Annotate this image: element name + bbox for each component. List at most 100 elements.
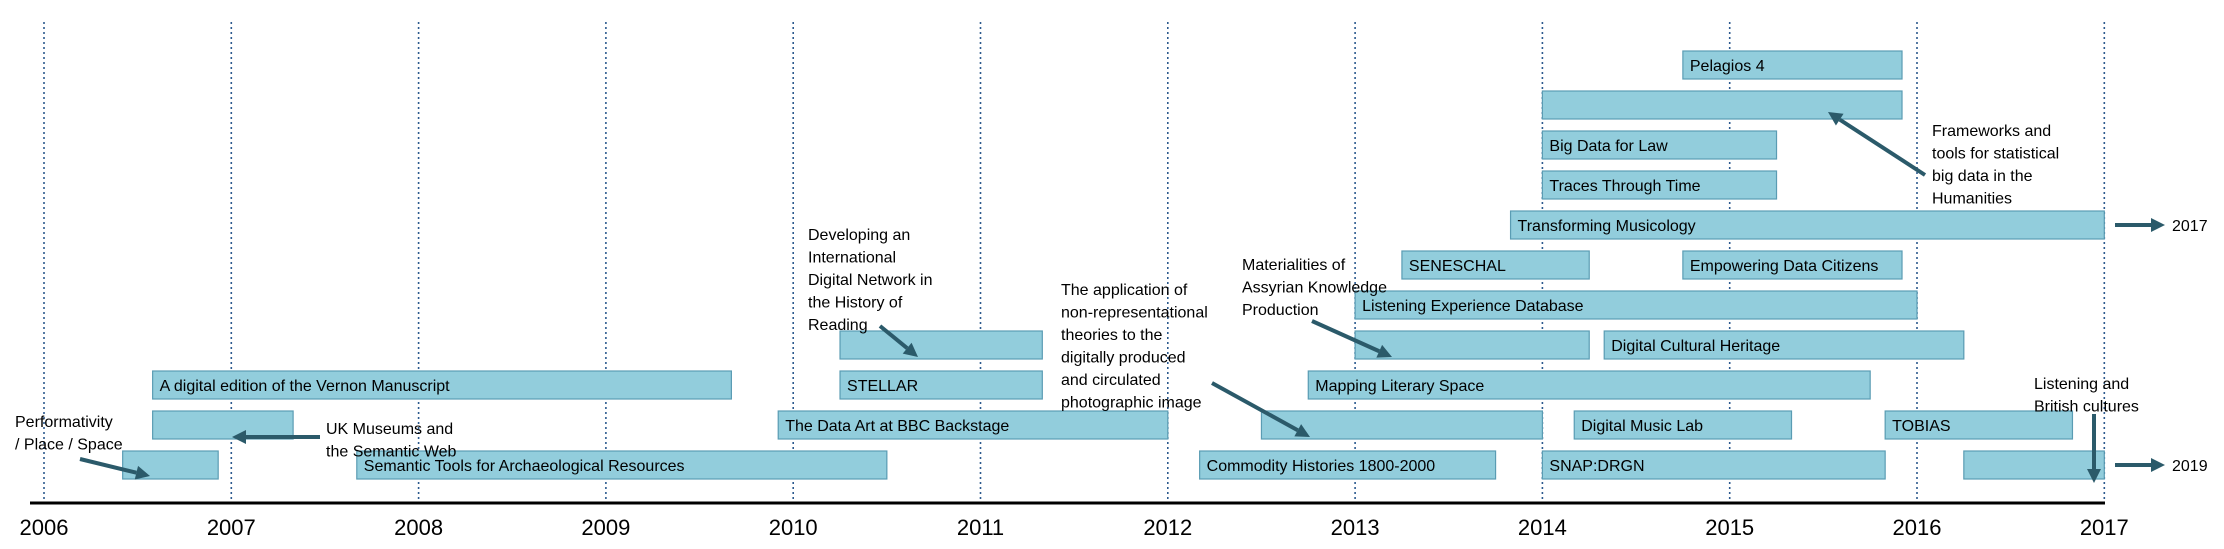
x-tick-label: 2015 <box>1705 515 1754 540</box>
annotation: Developing an International Digital Networ… <box>808 227 932 334</box>
project-bar-label: SENESCHAL <box>1409 258 1506 275</box>
x-tick-label: 2016 <box>1893 515 1942 540</box>
project-bar <box>152 370 732 400</box>
annotation-line: digitally produced <box>1061 350 1186 367</box>
x-tick-label: 2012 <box>1143 515 1192 540</box>
project-bar-label: Commodity Histories 1800-2000 <box>1207 458 1436 475</box>
project-bar <box>1541 450 1886 480</box>
annotation-line: the Semantic Web <box>326 444 457 461</box>
continuation-label: 2017 <box>2172 218 2208 235</box>
project-bar <box>1307 370 1871 400</box>
project-bar-label: Semantic Tools for Archaeological Resour… <box>364 458 685 475</box>
project-bar-label: A digital edition of the Vernon Manuscri… <box>160 378 451 395</box>
x-tick-label: 2017 <box>2080 515 2129 540</box>
annotation: Listening and British cultures <box>2034 376 2139 416</box>
project-bar <box>839 330 1043 360</box>
annotation-arrows <box>79 112 2101 483</box>
annotation-line: photographic image <box>1061 395 1202 412</box>
project-bar-label: TOBIAS <box>1892 418 1950 435</box>
project-bar-label: The Data Art at BBC Backstage <box>785 418 1009 435</box>
project-bar-label: Mapping Literary Space <box>1315 378 1484 395</box>
project-bar <box>839 370 1043 400</box>
project-bar <box>1354 330 1590 360</box>
annotation-line: Developing an <box>808 227 910 244</box>
project-bar-label: STELLAR <box>847 378 918 395</box>
x-tick-label: 2007 <box>207 515 256 540</box>
annotation-line: Humanities <box>1932 191 2012 208</box>
annotation-line: Reading <box>808 317 868 334</box>
annotation-arrow <box>2087 414 2101 483</box>
x-tick-label: 2006 <box>20 515 69 540</box>
project-bar <box>1401 250 1590 280</box>
project-bar <box>1541 130 1778 160</box>
annotation: Frameworks and tools for statistical big d… <box>1932 123 2059 208</box>
x-tick-label: 2011 <box>957 515 1004 540</box>
project-bar-label: Transforming Musicology <box>1518 218 1696 235</box>
project-bar <box>1603 330 1965 360</box>
project-bar-label: SNAP:DRGN <box>1549 458 1644 475</box>
x-tick-label: 2008 <box>394 515 443 540</box>
annotation-line: / Place / Space <box>15 437 123 454</box>
project-bar <box>152 410 294 440</box>
annotation-line: Production <box>1242 302 1319 319</box>
annotation-line: theories to the <box>1061 327 1163 344</box>
continuation-arrows: 2019 2017 <box>2115 218 2208 475</box>
project-bar <box>1541 170 1778 200</box>
x-tick-label: 2013 <box>1331 515 1380 540</box>
x-tick-label: 2009 <box>581 515 630 540</box>
continuation-arrow <box>2115 218 2165 232</box>
x-tick-label: 2014 <box>1518 515 1567 540</box>
project-bars: Semantic Tools for Archaeological Resour… <box>122 50 2105 480</box>
annotation-line: Materialities of <box>1242 257 1346 274</box>
annotation-arrow <box>878 324 918 357</box>
project-bar <box>777 410 1169 440</box>
project-bar <box>1509 210 2105 240</box>
x-tick-labels: 2006 2007 2008 2009 2010 2011 2012 2013 2014 2015… <box>20 515 2129 540</box>
annotation-line: non-representational <box>1061 305 1208 322</box>
annotation-line: big data in the <box>1932 168 2033 185</box>
project-bar <box>1354 290 1918 320</box>
annotation-line: Performativity <box>15 414 113 431</box>
project-bar <box>1541 90 1903 120</box>
project-bar-label: Digital Cultural Heritage <box>1611 338 1780 355</box>
annotation-line: International <box>808 250 896 267</box>
continuation-label: 2019 <box>2172 458 2208 475</box>
annotation: Performativity / Place / Space <box>15 414 123 454</box>
project-bar <box>1963 450 2105 480</box>
annotation-line: British cultures <box>2034 399 2139 416</box>
x-tick-label: 2010 <box>769 515 818 540</box>
annotation-line: tools for statistical <box>1932 146 2059 163</box>
annotation: Materialities of Assyrian Knowledge Produc… <box>1242 257 1387 319</box>
annotation-line: and circulated <box>1061 372 1161 389</box>
project-bar <box>1884 410 2074 440</box>
annotation-arrow <box>232 430 320 444</box>
annotation-line: Assyrian Knowledge <box>1242 280 1387 297</box>
continuation-arrow <box>2115 458 2165 472</box>
project-bar <box>1260 410 1543 440</box>
annotation-line: The application of <box>1061 282 1188 299</box>
project-bar <box>1199 450 1497 480</box>
project-bar-label: Traces Through Time <box>1549 178 1700 195</box>
annotation-line: UK Museums and <box>326 421 453 438</box>
project-bar-label: Big Data for Law <box>1549 138 1668 155</box>
annotation-line: the History of <box>808 295 903 312</box>
project-bar <box>1573 410 1793 440</box>
annotation-line: Digital Network in <box>808 272 932 289</box>
project-bar-label: Pelagios 4 <box>1690 58 1765 75</box>
project-bar-label: Digital Music Lab <box>1581 418 1703 435</box>
project-bar-label: Empowering Data Citizens <box>1690 258 1879 275</box>
annotations: Performativity / Place / Space UK Museums … <box>15 123 2139 461</box>
annotation-arrow <box>1311 319 1392 358</box>
annotation: UK Museums and the Semantic Web <box>326 421 457 461</box>
project-bar-label: Listening Experience Database <box>1362 298 1584 315</box>
annotation-arrow <box>1828 112 1927 177</box>
annotation-arrow <box>1211 381 1310 437</box>
project-bar <box>1682 50 1903 80</box>
annotation: The application of non-representational th… <box>1061 282 1208 412</box>
annotation-line: Frameworks and <box>1932 123 2051 140</box>
project-bar <box>1682 250 1903 280</box>
annotation-line: Listening and <box>2034 376 2129 393</box>
project-bar <box>356 450 888 480</box>
annotation-arrow <box>79 457 150 480</box>
